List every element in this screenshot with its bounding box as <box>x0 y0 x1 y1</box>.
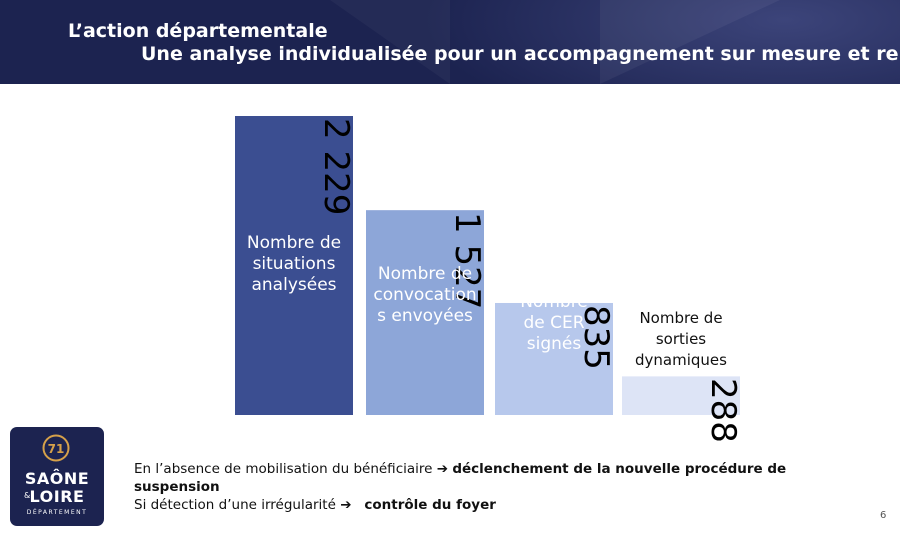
category-label-2: Nombre de convocation s envoyées <box>373 264 477 326</box>
note-2-bold: contrôle du foyer <box>364 497 496 513</box>
bar-2 <box>366 210 484 415</box>
arrow-icon: ➔ <box>340 497 352 513</box>
logo-text-line1: SAÔNE <box>24 469 90 488</box>
bar-3 <box>495 302 613 415</box>
department-emblem-icon: 71 <box>42 434 70 462</box>
category-label-3: Nombre de CER signés <box>520 292 588 354</box>
notes-block: En l’absence de mobilisation du bénéfici… <box>134 460 834 514</box>
logo-ampersand: & <box>24 491 31 500</box>
page-number: 6 <box>880 510 887 521</box>
saone-et-loire-logo: 71 SAÔNE & LOIRE DÉPARTEMENT <box>10 427 104 526</box>
bar-1 <box>235 116 353 415</box>
page-subtitle: Une analyse individualisée pour un accom… <box>141 43 900 65</box>
header-banner: L’action départementale Une analyse indi… <box>0 0 900 84</box>
header-facet <box>330 0 450 84</box>
header-glow <box>420 0 900 84</box>
logo-text-line2: LOIRE <box>29 487 85 506</box>
header-facet <box>600 0 780 84</box>
note-2-prefix: Si détection d’une irrégularité <box>134 497 336 513</box>
page-title: L’action départementale <box>68 20 328 42</box>
note-1-prefix: En l’absence de mobilisation du bénéfici… <box>134 461 433 477</box>
svg-text:71: 71 <box>48 442 65 456</box>
category-label-4: Nombre de sorties dynamiques <box>635 309 727 369</box>
note-line-2: Si détection d’une irrégularité ➔ contrô… <box>134 496 834 514</box>
category-label-1: Nombre de situations analysées <box>246 233 342 295</box>
value-label-1: 2 229 <box>316 118 356 216</box>
note-line-1: En l’absence de mobilisation du bénéfici… <box>134 460 834 496</box>
value-label-4: 288 <box>703 378 743 444</box>
bar-4 <box>622 376 740 415</box>
arrow-icon: ➔ <box>436 461 449 477</box>
logo-text-line3: DÉPARTEMENT <box>26 509 88 516</box>
note-1-bold: déclenchement de la nouvelle procédure d… <box>134 461 787 495</box>
